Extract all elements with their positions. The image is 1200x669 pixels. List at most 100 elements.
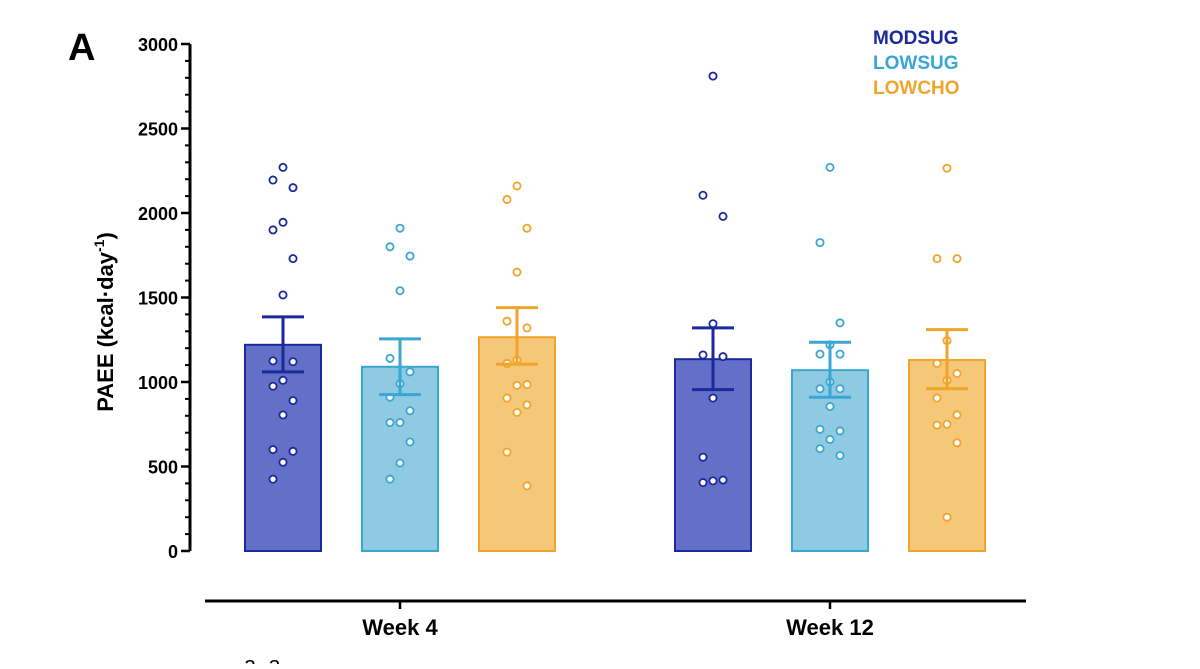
- data-point-lowcho: [502, 393, 512, 403]
- data-point-lowsug: [835, 318, 845, 328]
- y-tick-label: 1500: [138, 289, 178, 309]
- data-point-lowcho: [502, 316, 512, 326]
- data-point-lowsug: [835, 384, 845, 394]
- data-point-lowsug: [835, 349, 845, 359]
- data-point-lowsug: [395, 286, 405, 296]
- data-point-modsug: [278, 410, 288, 420]
- data-point-lowsug: [825, 434, 835, 444]
- y-axis: 0 500 1000 1500 2000 2500 3000: [138, 35, 192, 562]
- y-tick-label: 1000: [138, 373, 178, 393]
- data-point-lowsug: [405, 406, 415, 416]
- data-point-modsug: [708, 393, 718, 403]
- legend-item-lowcho: LOWCHO: [873, 78, 960, 99]
- legend-item-modsug: MODSUG: [873, 28, 959, 49]
- data-point-lowcho: [512, 380, 522, 390]
- data-point-lowcho: [942, 512, 952, 522]
- data-point-lowsug: [395, 418, 405, 428]
- data-point-lowcho: [522, 223, 532, 233]
- data-point-lowsug: [815, 444, 825, 454]
- data-point-lowcho: [942, 163, 952, 173]
- data-point-lowcho: [522, 400, 532, 410]
- data-point-lowcho: [932, 358, 942, 368]
- y-axis-label-superscript: -1: [91, 239, 107, 252]
- data-point-modsug: [278, 217, 288, 227]
- data-point-lowsug: [815, 424, 825, 434]
- bar-lowcho-0: [478, 336, 556, 552]
- legend-item-lowsug: LOWSUG: [873, 53, 959, 74]
- data-point-modsug: [268, 175, 278, 185]
- data-point-lowcho: [502, 447, 512, 457]
- data-point-lowsug: [385, 418, 395, 428]
- data-point-lowcho: [502, 194, 512, 204]
- y-axis-label-main: PAEE (kcal·day: [93, 251, 118, 412]
- bars-layer: [244, 336, 986, 553]
- data-point-lowsug: [395, 223, 405, 233]
- data-point-modsug: [288, 446, 298, 456]
- data-point-modsug: [718, 352, 728, 362]
- footer-marks: a a: [244, 652, 281, 664]
- y-tick-label: 2000: [138, 204, 178, 224]
- data-point-modsug: [708, 71, 718, 81]
- data-point-lowcho: [512, 407, 522, 417]
- y-tick-label: 500: [148, 458, 178, 478]
- data-point-lowcho: [932, 420, 942, 430]
- data-point-modsug: [698, 190, 708, 200]
- data-point-modsug: [718, 211, 728, 221]
- x-axis: Week 4 Week 12: [205, 599, 1026, 640]
- x-tick-label: Week 12: [786, 615, 874, 640]
- data-point-modsug: [698, 350, 708, 360]
- data-point-lowcho: [932, 393, 942, 403]
- data-point-modsug: [268, 356, 278, 366]
- data-point-modsug: [278, 375, 288, 385]
- data-point-modsug: [288, 183, 298, 193]
- data-point-lowsug: [405, 437, 415, 447]
- data-point-lowsug: [825, 402, 835, 412]
- data-point-lowcho: [522, 323, 532, 333]
- data-point-lowcho: [952, 369, 962, 379]
- y-tick-label: 0: [168, 542, 178, 562]
- data-point-modsug: [698, 478, 708, 488]
- data-point-modsug: [288, 254, 298, 264]
- data-point-modsug: [268, 381, 278, 391]
- data-point-lowsug: [815, 384, 825, 394]
- data-point-lowsug: [825, 162, 835, 172]
- data-point-lowcho: [522, 481, 532, 491]
- bar-modsug-1: [674, 358, 752, 552]
- y-axis-label-close: ): [93, 232, 118, 239]
- data-point-modsug: [278, 162, 288, 172]
- data-point-lowsug: [835, 451, 845, 461]
- data-point-lowcho: [932, 254, 942, 264]
- data-point-lowsug: [835, 426, 845, 436]
- data-point-modsug: [288, 396, 298, 406]
- data-point-lowsug: [405, 367, 415, 377]
- x-tick-label: Week 4: [362, 615, 438, 640]
- data-point-lowsug: [815, 238, 825, 248]
- data-point-modsug: [268, 445, 278, 455]
- panel-label: A: [68, 27, 95, 69]
- data-point-lowsug: [815, 349, 825, 359]
- data-point-modsug: [288, 357, 298, 367]
- data-point-lowcho: [952, 410, 962, 420]
- data-point-modsug: [278, 457, 288, 467]
- data-point-modsug: [718, 475, 728, 485]
- data-point-lowsug: [405, 251, 415, 261]
- y-axis-label: PAEE (kcal·day-1): [91, 232, 118, 412]
- data-point-modsug: [278, 290, 288, 300]
- bar-modsug-0: [244, 343, 322, 552]
- data-point-modsug: [708, 476, 718, 486]
- data-point-modsug: [708, 319, 718, 329]
- data-point-modsug: [268, 474, 278, 484]
- data-point-lowcho: [942, 419, 952, 429]
- data-point-lowcho: [952, 254, 962, 264]
- y-tick-label: 3000: [138, 35, 178, 55]
- data-point-lowcho: [512, 181, 522, 191]
- legend: MODSUG LOWSUG LOWCHO: [873, 28, 960, 99]
- data-point-lowcho: [512, 267, 522, 277]
- data-point-lowsug: [385, 474, 395, 484]
- data-point-lowsug: [385, 242, 395, 252]
- data-point-modsug: [268, 225, 278, 235]
- data-point-lowcho: [952, 438, 962, 448]
- y-tick-label: 2500: [138, 120, 178, 140]
